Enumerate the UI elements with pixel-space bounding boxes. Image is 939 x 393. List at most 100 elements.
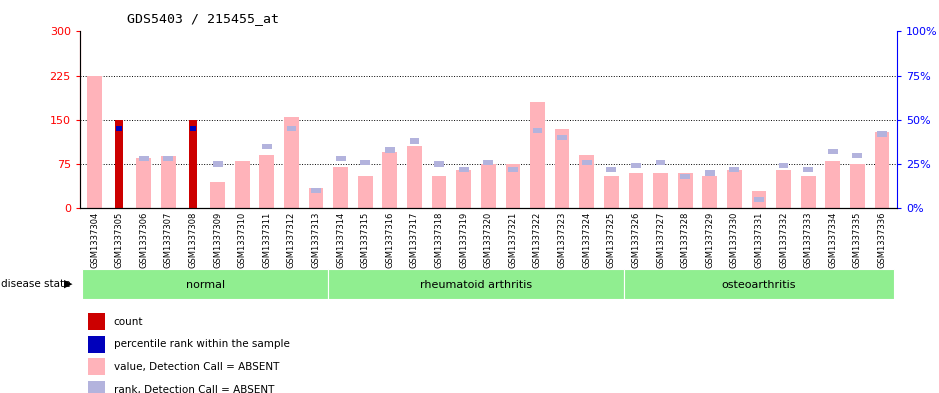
Text: GSM1337325: GSM1337325 xyxy=(607,211,616,268)
Bar xyxy=(623,269,894,299)
Text: GSM1337328: GSM1337328 xyxy=(681,211,689,268)
Bar xyxy=(358,176,373,208)
Bar xyxy=(409,138,420,144)
Text: count: count xyxy=(114,317,143,327)
Text: GSM1337307: GSM1337307 xyxy=(164,211,173,268)
Bar xyxy=(727,170,742,208)
Bar xyxy=(531,102,545,208)
Text: rank, Detection Call = ABSENT: rank, Detection Call = ABSENT xyxy=(114,384,274,393)
Text: GSM1337324: GSM1337324 xyxy=(582,211,592,268)
Text: GSM1337316: GSM1337316 xyxy=(385,211,394,268)
Bar xyxy=(853,152,862,158)
Bar xyxy=(115,120,123,208)
Bar xyxy=(213,162,223,167)
Bar xyxy=(678,173,693,208)
Bar xyxy=(262,144,271,149)
Text: GSM1337326: GSM1337326 xyxy=(631,211,640,268)
Bar xyxy=(754,197,763,202)
Bar xyxy=(136,158,151,208)
Text: GSM1337320: GSM1337320 xyxy=(484,211,493,268)
Bar xyxy=(778,163,789,169)
Text: disease state: disease state xyxy=(1,279,70,289)
Bar xyxy=(311,188,321,193)
Bar xyxy=(680,174,690,179)
Bar xyxy=(382,152,397,208)
Text: GSM1337312: GSM1337312 xyxy=(287,211,296,268)
Bar xyxy=(655,160,666,165)
Text: GSM1337314: GSM1337314 xyxy=(336,211,346,268)
Bar xyxy=(88,336,105,353)
Text: GSM1337313: GSM1337313 xyxy=(312,211,320,268)
Bar xyxy=(484,160,493,165)
Bar xyxy=(235,161,250,208)
Bar xyxy=(191,126,195,131)
Bar xyxy=(329,269,623,299)
Text: GSM1337305: GSM1337305 xyxy=(115,211,124,268)
Bar xyxy=(702,176,717,208)
Text: rheumatoid arthritis: rheumatoid arthritis xyxy=(420,281,532,290)
Bar xyxy=(459,167,469,172)
Text: GDS5403 / 215455_at: GDS5403 / 215455_at xyxy=(127,12,279,25)
Bar xyxy=(83,269,329,299)
Text: GSM1337336: GSM1337336 xyxy=(877,211,886,268)
Text: GSM1337327: GSM1337327 xyxy=(656,211,665,268)
Bar xyxy=(654,173,668,208)
Bar xyxy=(432,176,446,208)
Bar xyxy=(604,176,619,208)
Bar xyxy=(139,156,148,162)
Text: GSM1337335: GSM1337335 xyxy=(853,211,862,268)
Bar xyxy=(631,163,640,169)
Text: GSM1337333: GSM1337333 xyxy=(804,211,812,268)
Bar xyxy=(286,126,297,131)
Bar xyxy=(88,313,105,330)
Text: GSM1337321: GSM1337321 xyxy=(508,211,517,268)
Bar xyxy=(607,167,616,172)
Text: GSM1337317: GSM1337317 xyxy=(410,211,419,268)
Bar xyxy=(877,131,887,137)
Bar xyxy=(505,164,520,208)
Bar xyxy=(309,188,323,208)
Bar xyxy=(189,120,197,208)
Text: GSM1337322: GSM1337322 xyxy=(533,211,542,268)
Text: GSM1337334: GSM1337334 xyxy=(828,211,838,268)
Text: GSM1337318: GSM1337318 xyxy=(435,211,443,268)
Text: GSM1337311: GSM1337311 xyxy=(262,211,271,268)
Text: percentile rank within the sample: percentile rank within the sample xyxy=(114,339,289,349)
Text: GSM1337319: GSM1337319 xyxy=(459,211,469,268)
Text: osteoarthritis: osteoarthritis xyxy=(722,281,796,290)
Bar xyxy=(116,126,122,131)
Text: GSM1337306: GSM1337306 xyxy=(139,211,148,268)
Bar xyxy=(579,155,594,208)
Bar xyxy=(628,173,643,208)
Bar xyxy=(555,129,569,208)
Text: GSM1337309: GSM1337309 xyxy=(213,211,223,268)
Bar xyxy=(361,160,370,165)
Bar xyxy=(777,170,791,208)
Text: GSM1337304: GSM1337304 xyxy=(90,211,100,268)
Bar xyxy=(801,176,816,208)
Text: GSM1337308: GSM1337308 xyxy=(189,211,197,268)
Bar xyxy=(163,156,174,162)
Bar xyxy=(850,164,865,208)
Bar xyxy=(705,170,715,176)
Bar xyxy=(582,160,592,165)
Bar xyxy=(730,167,739,172)
Text: GSM1337315: GSM1337315 xyxy=(361,211,370,268)
Bar xyxy=(333,167,348,208)
Bar xyxy=(508,167,517,172)
Text: GSM1337331: GSM1337331 xyxy=(754,211,763,268)
Text: GSM1337329: GSM1337329 xyxy=(705,211,715,268)
Bar xyxy=(874,132,889,208)
Text: GSM1337323: GSM1337323 xyxy=(558,211,566,268)
Bar xyxy=(88,358,105,375)
Bar xyxy=(481,164,496,208)
Bar xyxy=(336,156,346,162)
Bar xyxy=(259,155,274,208)
Text: GSM1337330: GSM1337330 xyxy=(730,211,739,268)
Text: normal: normal xyxy=(186,281,224,290)
Bar xyxy=(385,147,394,152)
Bar xyxy=(161,156,176,208)
Bar xyxy=(456,170,471,208)
Bar xyxy=(828,149,838,154)
Bar xyxy=(285,117,299,208)
